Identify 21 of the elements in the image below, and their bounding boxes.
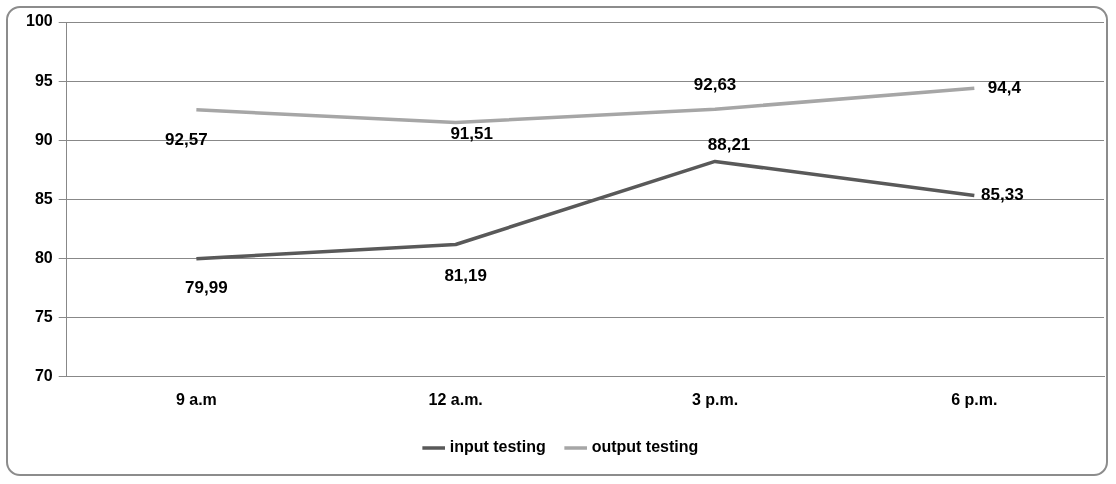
- y-tick-label: 95: [34, 71, 53, 89]
- data-label: 91,51: [450, 124, 493, 144]
- x-tick-label: 12 a.m.: [428, 390, 483, 408]
- data-label: 92,57: [165, 129, 208, 149]
- legend-label: input testing: [449, 438, 546, 456]
- data-label: 79,99: [185, 278, 228, 298]
- data-label: 85,33: [981, 185, 1024, 205]
- x-tick-label: 6 p.m.: [951, 390, 998, 408]
- y-tick-label: 80: [34, 248, 53, 266]
- y-tick-label: 100: [25, 12, 53, 30]
- data-label: 81,19: [444, 266, 487, 286]
- y-tick-label: 90: [34, 130, 53, 148]
- data-label: 88,21: [707, 135, 751, 155]
- y-tick-label: 85: [34, 189, 53, 207]
- y-tick-label: 70: [34, 367, 53, 385]
- data-label: 92,63: [693, 74, 737, 94]
- legend-label: output testing: [591, 438, 699, 456]
- x-tick-label: 3 p.m.: [691, 390, 739, 408]
- x-tick-label: 9 a.m: [175, 390, 217, 408]
- y-tick-label: 75: [34, 308, 53, 326]
- data-label: 94,4: [987, 77, 1022, 97]
